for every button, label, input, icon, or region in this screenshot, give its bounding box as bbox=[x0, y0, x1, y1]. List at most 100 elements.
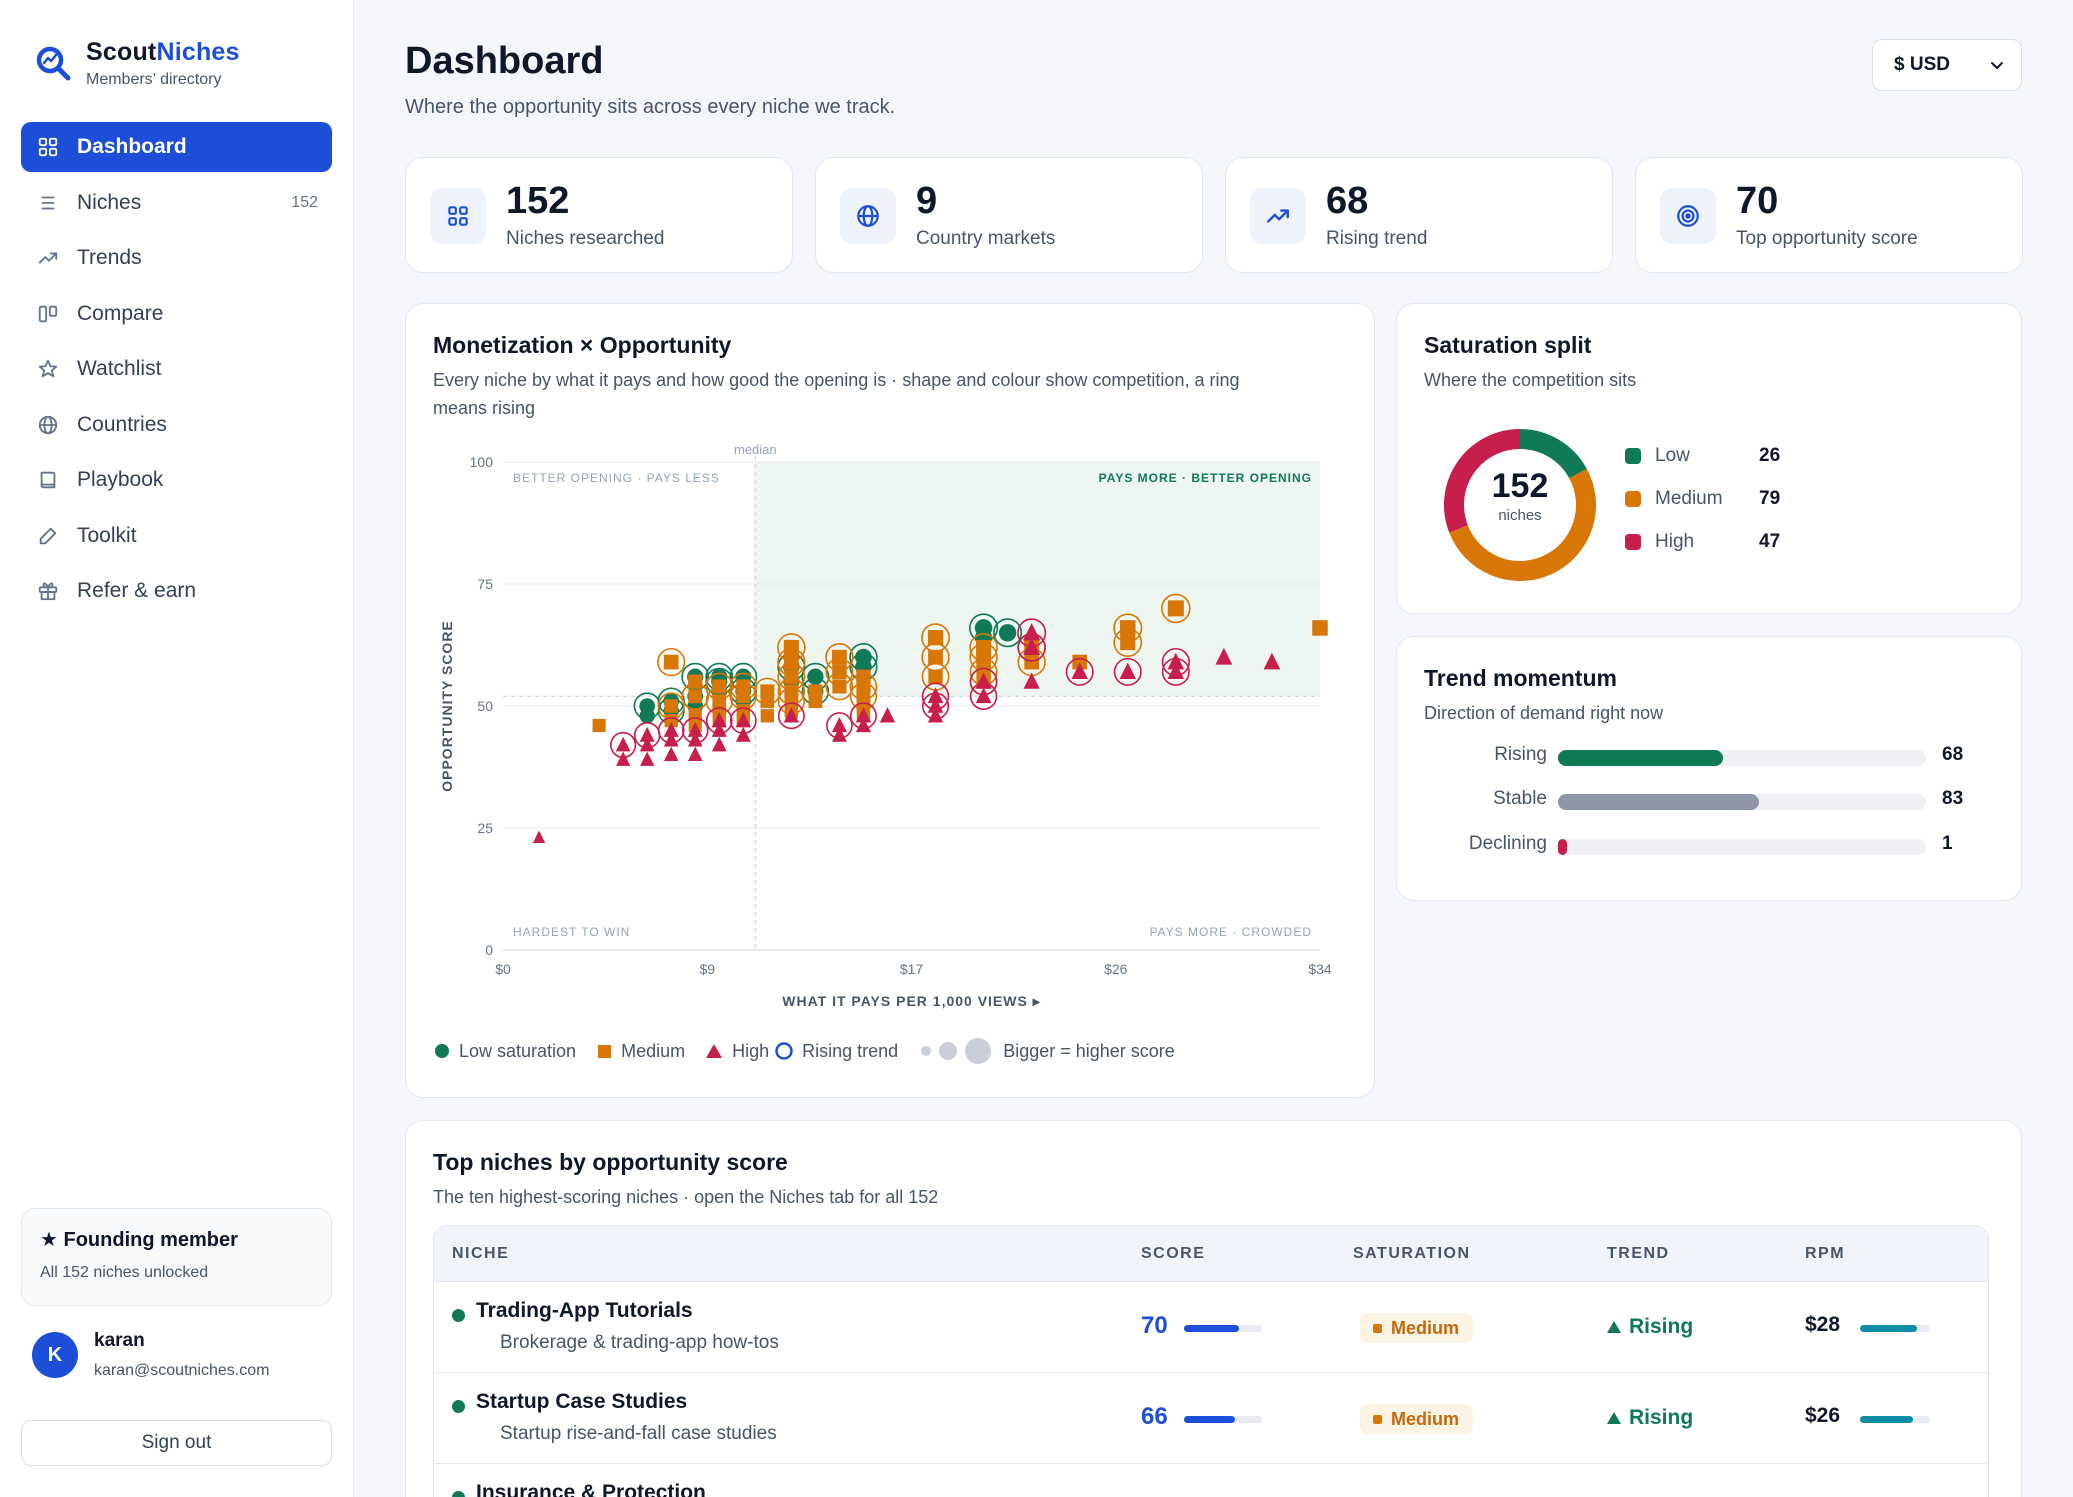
saturation-legend-low: Low 26 bbox=[1625, 445, 1780, 467]
sidebar-item-niches[interactable]: Niches 152 bbox=[21, 178, 332, 228]
sidebar-item-playbook[interactable]: Playbook bbox=[21, 455, 332, 505]
user-name: karan bbox=[94, 1330, 145, 1351]
trending-up-icon bbox=[1250, 188, 1306, 244]
kpi-card-niches: 152 Niches researched bbox=[405, 157, 793, 273]
data-point-high bbox=[711, 721, 727, 737]
brand-subtitle: Members’ directory bbox=[86, 71, 222, 88]
sidebar-item-label: Countries bbox=[77, 412, 167, 436]
sign-out-button[interactable]: Sign out bbox=[21, 1420, 332, 1466]
data-point-high bbox=[927, 687, 944, 704]
saturation-badge: Medium bbox=[1360, 1404, 1474, 1434]
donut-slice-high[interactable] bbox=[1444, 429, 1521, 533]
legend-high: High bbox=[705, 1041, 769, 1062]
card-title: Monetization × Opportunity bbox=[433, 332, 732, 358]
data-point-medium bbox=[663, 654, 679, 670]
niche-name[interactable]: Insurance & Protection bbox=[476, 1481, 706, 1497]
data-point-high bbox=[1167, 662, 1185, 680]
currency-value: $ USD bbox=[1894, 54, 1950, 75]
founder-subtitle: All 152 niches unlocked bbox=[40, 1264, 209, 1281]
sidebar-item-label: Refer & earn bbox=[77, 579, 197, 602]
data-point-high bbox=[688, 746, 703, 761]
saturation-donut[interactable] bbox=[1435, 420, 1605, 590]
quadrant-label: PAYS MORE · BETTER OPENING bbox=[1099, 471, 1312, 485]
data-point-high bbox=[687, 721, 703, 737]
data-point-high bbox=[831, 726, 847, 742]
sidebar-item-toolkit[interactable]: Toolkit bbox=[21, 511, 332, 561]
data-point-high bbox=[1119, 662, 1136, 680]
data-point-medium bbox=[1024, 654, 1039, 670]
column-header-rpm[interactable]: RPM bbox=[1805, 1245, 1846, 1262]
score-value: 70 bbox=[1141, 1312, 1168, 1339]
data-point-high bbox=[855, 716, 872, 733]
column-header-trend[interactable]: TREND bbox=[1607, 1245, 1670, 1262]
data-point-high bbox=[735, 726, 751, 742]
score-value: 66 bbox=[1141, 1403, 1168, 1430]
rising-ring bbox=[1017, 633, 1046, 662]
sidebar-item-trends[interactable]: Trends bbox=[21, 233, 332, 283]
saturation-dot bbox=[452, 1491, 465, 1497]
y-tick-label: 0 bbox=[485, 942, 493, 958]
currency-select[interactable]: $ USD bbox=[1872, 39, 2022, 91]
progress-track bbox=[1558, 750, 1926, 766]
progress-track bbox=[1558, 794, 1926, 810]
sidebar-item-dashboard[interactable]: Dashboard bbox=[21, 122, 332, 172]
data-point-high bbox=[927, 707, 944, 723]
kpi-value: 68 bbox=[1326, 180, 1369, 222]
data-point-medium bbox=[808, 694, 823, 708]
x-tick-label: $34 bbox=[1308, 961, 1332, 977]
data-point-high bbox=[831, 716, 847, 733]
sidebar-item-refer[interactable]: Refer & earn bbox=[21, 566, 332, 616]
progress-track bbox=[1558, 839, 1926, 855]
sidebar-item-countries[interactable]: Countries bbox=[21, 400, 332, 450]
data-point-medium bbox=[928, 669, 943, 684]
data-point-high bbox=[639, 726, 655, 742]
grid-icon bbox=[430, 188, 486, 244]
data-point-high bbox=[927, 697, 944, 713]
data-point-medium bbox=[832, 649, 847, 665]
table-row[interactable]: Insurance & Protection bbox=[434, 1464, 1988, 1497]
rising-ring bbox=[1113, 628, 1143, 657]
niche-description: Startup rise-and-fall case studies bbox=[500, 1423, 777, 1444]
kpi-card-top-score: 70 Top opportunity score bbox=[1635, 157, 2023, 273]
table-row[interactable]: Startup Case Studies Startup rise-and-fa… bbox=[434, 1373, 1988, 1464]
data-point-high bbox=[663, 731, 679, 747]
scatter-plot[interactable]: 0 25 50 75 100 $0 $9 $17 $26 $34 median BETTER OPEN… bbox=[406, 304, 1376, 1099]
saturation-badge: Medium bbox=[1360, 1313, 1474, 1343]
trend-row-rising: Rising 68 bbox=[1494, 744, 1964, 766]
column-header-saturation[interactable]: SATURATION bbox=[1353, 1245, 1471, 1262]
niche-name[interactable]: Startup Case Studies bbox=[476, 1390, 688, 1413]
column-header-niche[interactable]: NICHE bbox=[452, 1245, 510, 1262]
chevron-down-icon bbox=[1991, 62, 2003, 69]
data-point-medium bbox=[760, 709, 775, 723]
monetization-opportunity-card: Monetization × Opportunity Every niche b… bbox=[405, 303, 1375, 1098]
data-point-medium bbox=[832, 664, 847, 680]
donut-center-label: niches bbox=[1498, 507, 1542, 524]
table-row[interactable]: Trading-App Tutorials Brokerage & tradin… bbox=[434, 1282, 1988, 1373]
sidebar-item-label: Dashboard bbox=[77, 135, 187, 158]
data-point-medium bbox=[1120, 634, 1136, 651]
rpm-value: $28 bbox=[1805, 1313, 1841, 1336]
data-point-high bbox=[1215, 647, 1233, 665]
data-point-high bbox=[711, 736, 727, 752]
kpi-value: 152 bbox=[506, 180, 570, 222]
column-header-score[interactable]: SCORE bbox=[1141, 1245, 1206, 1262]
niche-name[interactable]: Trading-App Tutorials bbox=[476, 1299, 693, 1322]
data-point-medium bbox=[832, 679, 847, 694]
brand[interactable]: ScoutNiches Members’ directory bbox=[34, 38, 240, 89]
donut-slice-medium[interactable] bbox=[1449, 468, 1596, 581]
swatch bbox=[1625, 448, 1641, 464]
user-profile[interactable]: K karan karan@scoutniches.com bbox=[32, 1330, 269, 1380]
sidebar-item-compare[interactable]: Compare bbox=[21, 289, 332, 339]
table-header: NICHE SCORE SATURATION TREND RPM bbox=[434, 1226, 1988, 1282]
page-subtitle: Where the opportunity sits across every … bbox=[405, 96, 896, 118]
swatch bbox=[1625, 491, 1641, 507]
card-subtitle: Every niche by what it pays and how good… bbox=[433, 370, 1240, 418]
card-title: Top niches by opportunity score bbox=[433, 1149, 788, 1175]
rpm-bar bbox=[1860, 1416, 1930, 1423]
sidebar-item-watchlist[interactable]: Watchlist bbox=[21, 344, 332, 394]
rising-ring bbox=[777, 702, 805, 730]
quadrant-label: HARDEST TO WIN bbox=[513, 925, 630, 939]
page-title: Dashboard bbox=[405, 40, 604, 82]
donut-slice-low[interactable] bbox=[1519, 429, 1587, 479]
data-point-medium bbox=[784, 654, 799, 670]
